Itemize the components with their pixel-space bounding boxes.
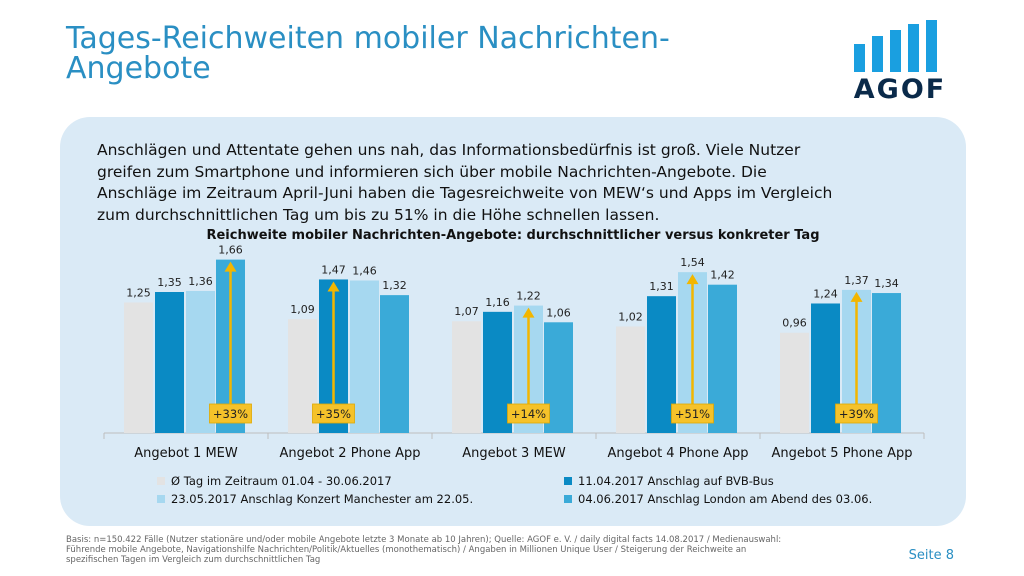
logo-bar-1 [854, 44, 865, 72]
logo-bar-2 [872, 36, 883, 72]
increase-badge-label: +33% [213, 407, 248, 421]
page-title-line-2: Angebote [66, 51, 211, 86]
legend-label: 04.06.2017 Anschlag London am Abend des … [578, 492, 872, 506]
category-label: Angebot 3 MEW [462, 446, 566, 461]
data-label: 1,54 [680, 256, 705, 269]
legend-swatch [157, 495, 165, 503]
increase-badge-label: +51% [675, 407, 710, 421]
increase-badge [671, 403, 714, 424]
bar [452, 321, 481, 433]
increase-arrow-head [224, 261, 237, 272]
increase-badge [312, 403, 355, 424]
agof-logo: AGOF [850, 18, 950, 108]
page-title-line-1: Tages-Reichweiten mobiler Nachrichten- [66, 21, 670, 56]
increase-badge-label: +14% [511, 407, 546, 421]
increase-badge [835, 403, 878, 424]
data-label: 1,22 [516, 290, 541, 303]
bar [380, 295, 409, 433]
data-label: 1,16 [485, 296, 510, 309]
data-label: 1,37 [844, 274, 869, 287]
data-label: 1,07 [454, 305, 479, 318]
increase-arrow-head [327, 281, 340, 292]
legend-label: 23.05.2017 Anschlag Konzert Manchester a… [171, 492, 473, 506]
legend-swatch [157, 477, 165, 485]
bar [124, 302, 153, 433]
data-label: 1,32 [382, 279, 407, 292]
data-label: 1,25 [126, 286, 151, 299]
agof-logo-bars [854, 20, 937, 72]
data-label: 1,06 [546, 306, 571, 319]
bar [155, 292, 184, 433]
data-label: 1,47 [321, 263, 346, 276]
increase-badge [209, 403, 252, 424]
data-label: 1,02 [618, 310, 643, 323]
data-label: 1,35 [157, 276, 182, 289]
increase-badge-label: +39% [839, 407, 874, 421]
page-title: Tages-Reichweiten mobiler Nachrichten- A… [66, 24, 766, 84]
category-label: Angebot 4 Phone App [607, 446, 748, 461]
legend-swatch [564, 495, 572, 503]
footnote-line-2: Führende mobile Angebote, Navigationshil… [66, 545, 747, 555]
legend-swatch [564, 477, 572, 485]
intro-line-2: greifen zum Smartphone und informieren s… [97, 162, 767, 181]
intro-line-3: Anschläge im Zeitraum April-Juni haben d… [97, 184, 833, 202]
legend-label: 11.04.2017 Anschlag auf BVB-Bus [578, 474, 774, 488]
chart-title: Reichweite mobiler Nachrichten-Angebote:… [206, 228, 820, 243]
footnote: Basis: n=150.422 Fälle (Nutzer stationär… [66, 535, 826, 565]
increase-badge-label: +35% [316, 407, 351, 421]
data-label: 1,42 [710, 269, 735, 282]
increase-arrow-head [522, 307, 535, 318]
data-label: 1,36 [188, 275, 213, 288]
category-label: Angebot 5 Phone App [771, 446, 912, 461]
page-number: Seite 8 [908, 548, 954, 563]
agof-logo-text: AGOF [853, 74, 947, 105]
data-label: 1,31 [649, 280, 674, 293]
intro-text: Anschlägen und Attentate gehen uns nah, … [97, 140, 917, 226]
data-label: 1,09 [290, 303, 315, 316]
increase-arrow-head [850, 291, 863, 302]
intro-line-1: Anschlägen und Attentate gehen uns nah, … [97, 141, 801, 159]
intro-line-4: zum durchschnittlichen Tag um bis zu 51%… [97, 205, 660, 224]
footnote-line-1: Basis: n=150.422 Fälle (Nutzer stationär… [66, 535, 782, 545]
logo-bar-3 [890, 30, 901, 72]
data-label: 1,46 [352, 265, 377, 278]
category-label: Angebot 1 MEW [134, 446, 238, 461]
increase-badge [507, 403, 550, 424]
increase-arrow-head [686, 274, 699, 285]
logo-bar-5 [926, 20, 937, 72]
data-label: 1,66 [218, 244, 243, 257]
bar [780, 332, 809, 433]
legend-label: Ø Tag im Zeitraum 01.04 - 30.06.2017 [171, 474, 392, 488]
data-label: 1,34 [874, 277, 899, 290]
logo-bar-4 [908, 24, 919, 72]
data-label: 0,96 [782, 317, 807, 330]
bar [616, 326, 645, 433]
data-label: 1,24 [813, 287, 838, 300]
footnote-line-3: spezifischen Tagen im Vergleich zum durc… [66, 555, 321, 565]
category-label: Angebot 2 Phone App [279, 446, 420, 461]
